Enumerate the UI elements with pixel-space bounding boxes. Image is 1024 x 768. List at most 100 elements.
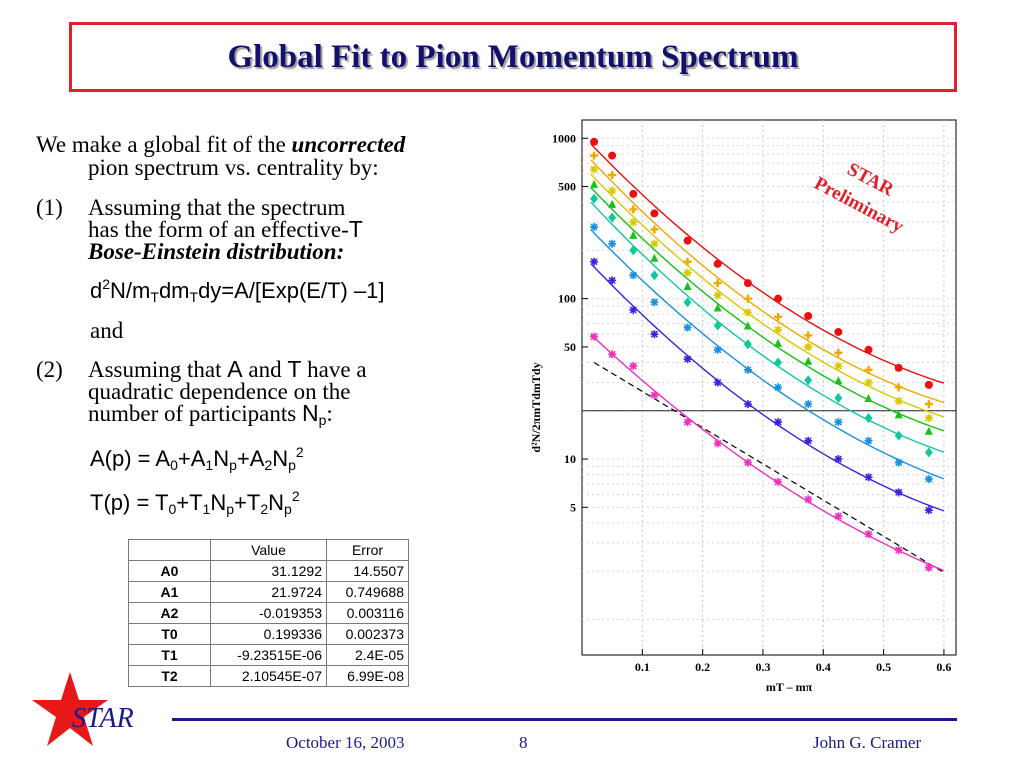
footer-author: John G. Cramer — [813, 733, 922, 752]
data-series — [590, 257, 945, 515]
data-point — [713, 345, 722, 354]
fit-curve — [590, 173, 945, 418]
data-point — [713, 320, 722, 331]
data-point — [894, 546, 903, 555]
data-point — [629, 189, 638, 198]
fit-curve — [590, 159, 945, 404]
data-point — [774, 418, 783, 427]
table-row: T1 -9.23515E-06 2.4E-05 — [128, 644, 409, 666]
y-tick-label: 50 — [564, 340, 576, 354]
fit-parameter-table: Value Error A0 31.1292 14.5507 A1 21.9724 0.… — [128, 539, 409, 687]
data-point — [590, 179, 599, 188]
y-axis-label: d²N/2πmTdmTdy — [529, 362, 543, 452]
data-point — [683, 297, 692, 308]
footer-date: October 16, 2003 — [286, 733, 405, 752]
data-point — [608, 212, 617, 223]
x-tick-label: 0.6 — [936, 660, 951, 674]
data-series — [590, 179, 945, 435]
y-tick-label: 10 — [564, 452, 576, 466]
table-header-row: Value Error — [128, 539, 409, 561]
data-point — [894, 458, 903, 467]
item2-line2: quadratic dependence on the — [88, 379, 351, 404]
title-box: Global Fit to Pion Momentum Spectrum — [69, 22, 957, 92]
param-name: A0 — [128, 560, 211, 582]
item1-line1: Assuming that the spectrum — [88, 195, 346, 220]
data-point — [804, 331, 813, 340]
data-point — [804, 436, 813, 445]
data-point — [804, 311, 813, 320]
data-point — [894, 397, 903, 406]
x-tick-label: 0.3 — [755, 660, 770, 674]
data-point — [713, 378, 722, 387]
data-point — [590, 257, 599, 266]
data-point — [590, 151, 599, 160]
formula-T-of-p: T(p) = T0+T1Np+T2Np2 — [90, 488, 300, 517]
data-point — [924, 563, 933, 572]
data-point — [683, 323, 692, 332]
param-name: A2 — [128, 602, 211, 624]
param-value: -9.23515E-06 — [210, 644, 327, 666]
data-point — [804, 400, 813, 409]
data-series — [590, 137, 945, 389]
fit-curve — [590, 229, 945, 480]
data-point — [864, 365, 873, 374]
param-name: T2 — [128, 665, 211, 687]
data-series — [590, 151, 945, 409]
slide-title: Global Fit to Pion Momentum Spectrum — [227, 38, 799, 75]
data-point — [743, 308, 752, 317]
data-point — [804, 356, 813, 365]
data-point — [608, 186, 617, 195]
data-point — [650, 391, 659, 400]
data-point — [608, 171, 617, 180]
item2-N: N — [301, 400, 319, 426]
data-point — [650, 270, 659, 281]
intro-emphasis: uncorrected — [291, 132, 406, 157]
data-point — [650, 298, 659, 307]
data-point — [834, 376, 843, 385]
data-point — [834, 455, 843, 464]
data-point — [608, 276, 617, 285]
data-point — [924, 447, 933, 458]
data-series — [590, 193, 945, 458]
param-error: 2.4E-05 — [326, 644, 409, 666]
data-point — [834, 327, 843, 336]
data-point — [683, 418, 692, 427]
footer-divider — [172, 718, 957, 721]
data-point — [629, 218, 638, 227]
footer-page-number: 8 — [519, 733, 528, 752]
data-point — [629, 362, 638, 371]
data-point — [924, 506, 933, 515]
dashed-reference-curve — [593, 361, 945, 574]
data-point — [608, 350, 617, 359]
data-point — [894, 488, 903, 497]
table-row: A0 31.1292 14.5507 — [128, 560, 409, 582]
data-point — [924, 400, 933, 409]
data-point — [894, 430, 903, 441]
item1-line2-text: has the form of an effective- — [88, 217, 349, 242]
data-point — [608, 239, 617, 248]
param-error: 0.003116 — [326, 602, 409, 624]
data-point — [864, 394, 873, 403]
param-name: T1 — [128, 644, 211, 666]
intro-text: We make a global fit of the — [36, 132, 292, 157]
param-value: -0.019353 — [210, 602, 327, 624]
table-row: T2 2.10545E-07 6.99E-08 — [128, 665, 409, 687]
fit-curve — [590, 334, 945, 572]
data-point — [629, 305, 638, 314]
data-point — [743, 365, 752, 374]
data-series — [590, 165, 945, 423]
data-point — [683, 281, 692, 290]
data-point — [864, 345, 873, 354]
y-tick-label: 500 — [558, 180, 576, 194]
y-tick-label: 1000 — [552, 131, 576, 145]
item2-colon: : — [326, 401, 333, 426]
table-row: T0 0.199336 0.002373 — [128, 623, 409, 645]
data-point — [804, 495, 813, 504]
intro-line: We make a global fit of the uncorrected — [36, 132, 405, 157]
data-point — [864, 473, 873, 482]
item2-text-b: and — [242, 357, 288, 382]
y-tick-label: 100 — [558, 292, 576, 306]
data-point — [924, 414, 933, 423]
data-point — [924, 475, 933, 484]
data-point — [629, 205, 638, 214]
